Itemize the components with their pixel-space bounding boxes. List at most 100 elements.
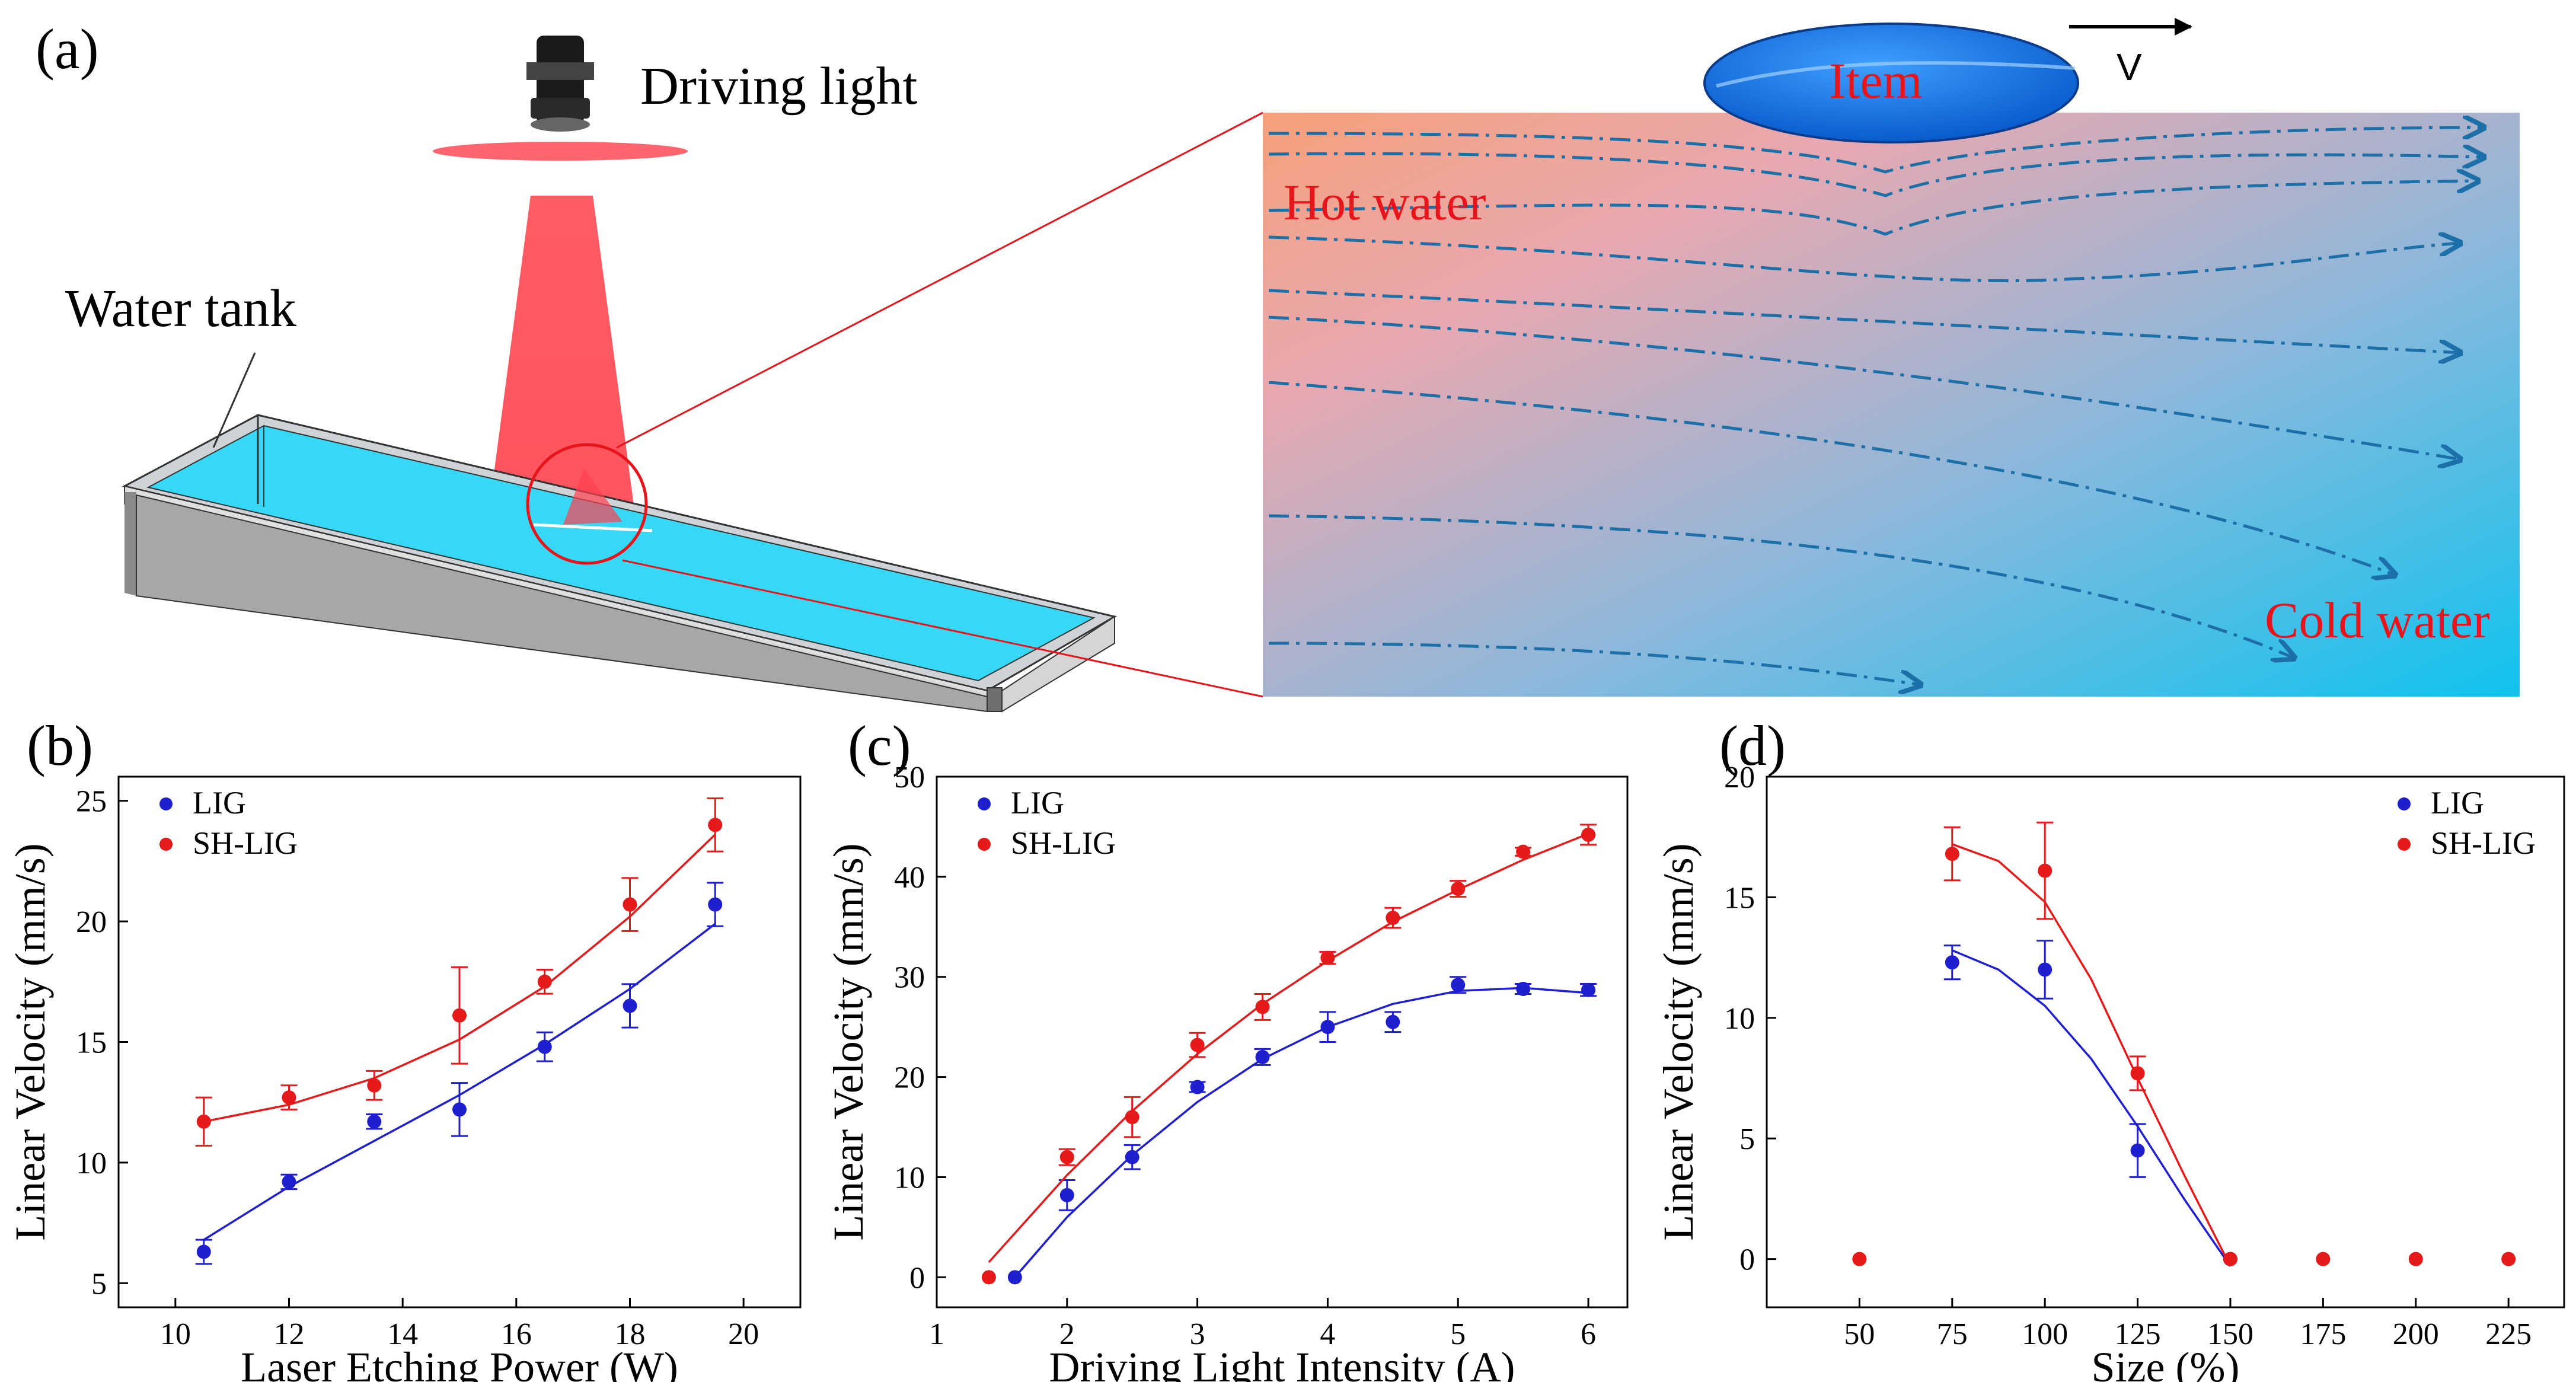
data-point-lig — [708, 897, 723, 912]
y-tick-label: 10 — [1724, 1002, 1755, 1036]
fit-line-sh-lig — [988, 832, 1589, 1263]
data-point-sh-lig — [1059, 1150, 1074, 1164]
legend-marker — [978, 838, 991, 851]
x-axis-title: Size (%) — [2092, 1343, 2240, 1382]
data-point-sh-lig — [708, 818, 723, 832]
panel-a: (a) Driving light — [36, 17, 2520, 713]
data-point-lig — [2130, 1143, 2145, 1158]
data-point-lig — [1581, 982, 1596, 997]
x-tick-label: 50 — [1844, 1317, 1875, 1351]
data-point-lig — [1945, 955, 1959, 970]
water-tank-pointer — [212, 352, 256, 448]
y-tick-label: 15 — [76, 1026, 107, 1060]
data-point-sh-lig — [623, 897, 637, 912]
x-axis-title: Driving Light Intensity (A) — [1049, 1343, 1515, 1382]
driving-light-label: Driving light — [640, 57, 918, 116]
data-point-lig — [196, 1244, 211, 1259]
y-tick-label: 20 — [76, 905, 107, 939]
y-tick-label: 5 — [91, 1267, 107, 1301]
chart-c: (c) 1 2 3 4 5 6 0 10 20 30 40 50 Driving Light Intens… — [825, 714, 1629, 1382]
zoom-line-top — [616, 111, 1263, 449]
data-point-sh-lig — [2316, 1252, 2331, 1266]
data-point-lig — [623, 998, 637, 1013]
flow-lines — [1268, 127, 2484, 685]
data-point-lig — [1386, 1014, 1400, 1029]
data-point-lig — [2038, 962, 2052, 977]
x-tick-label: 16 — [501, 1317, 532, 1351]
legend-label: SH-LIG — [193, 825, 298, 861]
data-point-sh-lig — [452, 1008, 467, 1023]
chart-d: (d) 50 75 100 125 150 175 200 225 0 5 10 15 20 Size (%… — [1655, 714, 2565, 1382]
light-disk — [433, 142, 688, 161]
data-point-lig — [537, 1039, 552, 1054]
y-axis-title: Linear Velocity (mm/s) — [825, 843, 872, 1241]
data-point-lig — [282, 1174, 296, 1189]
y-tick-label: 0 — [1739, 1243, 1755, 1277]
data-point-sh-lig — [537, 974, 552, 989]
data-point-sh-lig — [282, 1090, 296, 1105]
x-tick-label: 4 — [1320, 1317, 1335, 1351]
data-point-sh-lig — [1386, 911, 1400, 925]
x-tick-label: 2 — [1059, 1317, 1075, 1351]
data-point-sh-lig — [2130, 1066, 2145, 1081]
y-tick-label: 20 — [1724, 761, 1755, 794]
y-tick-label: 15 — [1724, 881, 1755, 915]
data-point-sh-lig — [1320, 950, 1335, 965]
legend-marker — [2398, 797, 2411, 810]
x-tick-label: 12 — [274, 1317, 305, 1351]
x-tick-label: 10 — [160, 1317, 191, 1351]
item-shape — [1703, 23, 2079, 143]
data-point-sh-lig — [367, 1078, 382, 1093]
x-tick-label: 20 — [728, 1317, 759, 1351]
light-beam — [489, 196, 634, 510]
plot-frame — [1766, 775, 2565, 1308]
zoom-line-bottom — [622, 559, 1263, 698]
y-tick-label: 40 — [894, 861, 925, 895]
zoom-circle — [526, 443, 648, 565]
y-axis-title: Linear Velocity (mm/s) — [1655, 843, 1702, 1241]
x-tick-label: 3 — [1190, 1317, 1205, 1351]
legend-label: LIG — [2431, 785, 2484, 821]
panel-label: (b) — [27, 714, 93, 777]
legend-label: SH-LIG — [2431, 825, 2536, 861]
data-point-sh-lig — [2223, 1252, 2237, 1266]
x-tick-label: 18 — [615, 1317, 646, 1351]
panel-label: (c) — [848, 714, 911, 777]
data-point-lig — [1007, 1270, 1022, 1285]
plot-frame — [936, 775, 1629, 1308]
x-tick-label: 200 — [2393, 1317, 2439, 1351]
flow-field — [1263, 113, 2520, 697]
y-tick-label: 0 — [909, 1261, 925, 1295]
x-axis-title: Laser Etching Power (W) — [241, 1343, 678, 1382]
y-axis-title: Linear Velocity (mm/s) — [7, 843, 54, 1241]
x-tick-label: 100 — [2022, 1317, 2068, 1351]
legend-marker — [2398, 838, 2411, 851]
item-label: Item — [1829, 52, 1923, 109]
legend-marker — [978, 797, 991, 810]
legend-marker — [159, 838, 173, 851]
data-point-lig — [1190, 1080, 1205, 1094]
data-point-lig — [1255, 1049, 1270, 1064]
x-tick-label: 225 — [2485, 1317, 2532, 1351]
data-point-sh-lig — [1190, 1038, 1205, 1052]
water-tank-label: Water tank — [65, 279, 296, 338]
cold-water-label: Cold water — [2265, 592, 2490, 649]
y-tick-label: 5 — [1739, 1122, 1755, 1156]
data-point-sh-lig — [2408, 1252, 2423, 1266]
y-tick-label: 10 — [894, 1161, 925, 1195]
hot-water-label: Hot water — [1284, 174, 1486, 231]
x-tick-label: 150 — [2207, 1317, 2253, 1351]
data-point-sh-lig — [1945, 847, 1959, 861]
x-tick-label: 14 — [387, 1317, 418, 1351]
data-point-sh-lig — [1451, 882, 1466, 896]
velocity-label: V — [2117, 46, 2142, 88]
fit-line-sh-lig — [1952, 843, 2232, 1267]
data-point-lig — [1451, 978, 1466, 992]
x-tick-label: 175 — [2300, 1317, 2346, 1351]
data-point-sh-lig — [1125, 1110, 1139, 1125]
water-tank — [122, 414, 1118, 713]
panel-a-label: (a) — [36, 17, 99, 81]
x-tick-label: 1 — [929, 1317, 944, 1351]
legend-label: SH-LIG — [1011, 825, 1116, 861]
